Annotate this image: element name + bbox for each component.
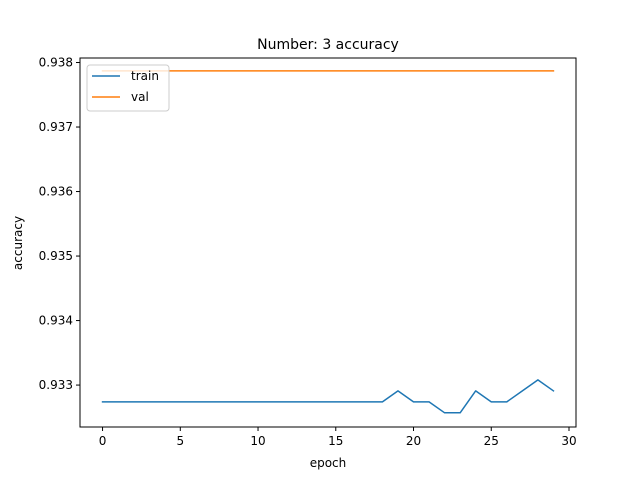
x-tick-label: 30 bbox=[561, 434, 576, 448]
legend-label-train: train bbox=[131, 69, 159, 83]
legend-label-val: val bbox=[131, 90, 149, 104]
plot-frame bbox=[79, 57, 577, 428]
x-tick-label: 25 bbox=[484, 434, 499, 448]
x-axis-label: epoch bbox=[310, 456, 347, 470]
chart-title: Number: 3 accuracy bbox=[257, 37, 399, 53]
plot-area bbox=[101, 70, 555, 414]
y-tick-label: 0.938 bbox=[39, 56, 73, 70]
x-tick-label: 10 bbox=[250, 434, 265, 448]
x-tick-label: 0 bbox=[99, 434, 107, 448]
y-tick-label: 0.937 bbox=[39, 120, 73, 134]
y-tick-label: 0.936 bbox=[39, 185, 73, 199]
y-tick-label: 0.935 bbox=[39, 249, 73, 263]
y-axis-label: accuracy bbox=[11, 216, 25, 270]
x-tick-label: 15 bbox=[328, 434, 343, 448]
x-tick-label: 20 bbox=[406, 434, 421, 448]
series-line-train bbox=[101, 379, 555, 414]
y-tick-label: 0.934 bbox=[39, 314, 73, 328]
y-tick-label: 0.933 bbox=[39, 378, 73, 392]
x-axis: 0 5 10 15 20 25 30 bbox=[99, 427, 577, 448]
x-tick-label: 5 bbox=[176, 434, 184, 448]
legend: train val bbox=[86, 64, 170, 112]
y-axis: 0.933 0.934 0.935 0.936 0.937 0.938 bbox=[39, 56, 80, 392]
